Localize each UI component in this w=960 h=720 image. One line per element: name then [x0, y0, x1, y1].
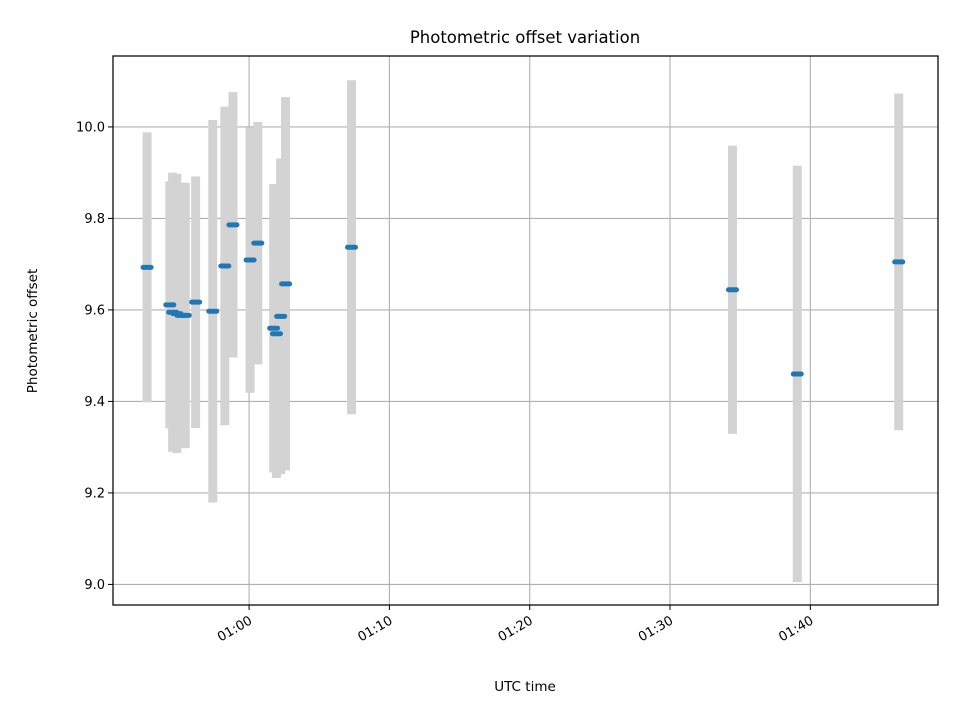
chart-title: Photometric offset variation: [410, 28, 640, 47]
y-axis-ticks: 9.0 9.2 9.4 9.6 9.8 10.0: [76, 120, 113, 593]
y-tick-label: 9.6: [84, 303, 105, 318]
plot-frame: [112, 55, 939, 606]
x-axis-label: UTC time: [494, 679, 556, 695]
y-tick-label: 9.0: [84, 578, 105, 593]
y-axis-label: Photometric offset: [25, 269, 41, 393]
y-tick-label: 9.8: [84, 212, 105, 227]
y-tick-label: 9.2: [84, 486, 105, 501]
y-tick-label: 10.0: [76, 120, 105, 135]
data-points: [140, 222, 906, 377]
y-tick-label: 9.4: [84, 395, 105, 410]
